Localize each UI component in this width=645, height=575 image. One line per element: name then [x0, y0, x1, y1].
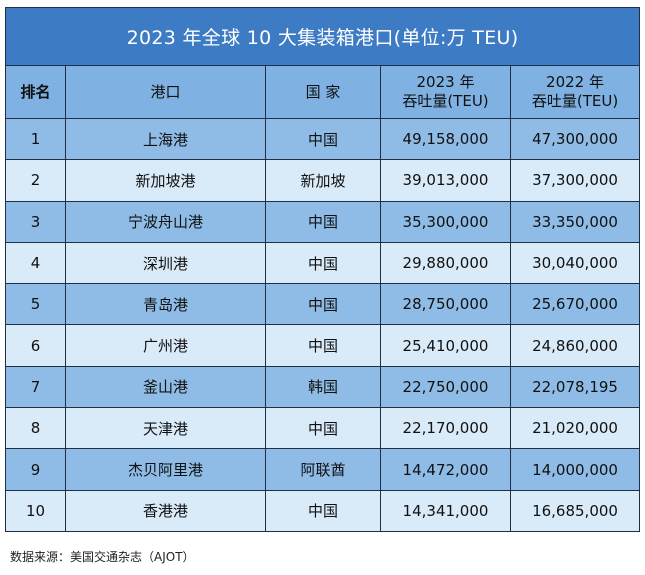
header-2022: 2022 年 吞吐量(TEU)	[509, 65, 641, 119]
cell-2023: 39,013,000	[380, 159, 511, 202]
cell-country: 韩国	[265, 365, 381, 409]
cell-2023: 22,750,000	[380, 365, 511, 409]
cell-country: 中国	[265, 200, 381, 243]
cell-2023: 25,410,000	[380, 324, 511, 367]
cell-port: 新加坡港	[65, 159, 266, 202]
cell-rank: 2	[5, 159, 66, 202]
cell-2023: 35,300,000	[380, 200, 511, 243]
cell-port: 广州港	[65, 324, 266, 367]
cell-port: 釜山港	[65, 365, 266, 409]
cell-2023: 14,472,000	[380, 448, 511, 491]
cell-port: 香港港	[65, 489, 266, 532]
cell-2023: 28,750,000	[380, 283, 511, 326]
cell-2022: 37,300,000	[509, 159, 641, 202]
header-2023-line2: 吞吐量(TEU)	[402, 92, 489, 110]
cell-country: 中国	[265, 241, 381, 285]
cell-port: 深圳港	[65, 241, 266, 285]
cell-2023: 29,880,000	[380, 241, 511, 285]
cell-2022: 16,685,000	[509, 489, 641, 532]
table-row: 1 上海港 中国 49,158,000 47,300,000	[5, 117, 641, 161]
ports-table-container: 2023 年全球 10 大集装箱港口(单位:万 TEU) 排名 港口 国 家 2…	[4, 7, 641, 532]
cell-rank: 8	[5, 407, 66, 450]
header-2023-line1: 2023 年	[416, 73, 475, 91]
cell-2022: 22,078,195	[509, 365, 641, 409]
cell-2023: 14,341,000	[380, 489, 511, 532]
cell-rank: 7	[5, 365, 66, 409]
cell-port: 青岛港	[65, 283, 266, 326]
cell-port: 宁波舟山港	[65, 200, 266, 243]
cell-rank: 10	[5, 489, 66, 532]
table-title: 2023 年全球 10 大集装箱港口(单位:万 TEU)	[4, 7, 641, 66]
cell-2022: 30,040,000	[509, 241, 641, 285]
cell-country: 中国	[265, 489, 381, 532]
table-row: 8 天津港 中国 22,170,000 21,020,000	[5, 407, 641, 450]
table-row: 4 深圳港 中国 29,880,000 30,040,000	[5, 241, 641, 285]
cell-country: 中国	[265, 324, 381, 367]
cell-rank: 3	[5, 200, 66, 243]
cell-rank: 5	[5, 283, 66, 326]
table-row: 7 釜山港 韩国 22,750,000 22,078,195	[5, 365, 641, 409]
header-row: 排名 港口 国 家 2023 年 吞吐量(TEU) 2022 年 吞吐量(TEU…	[5, 65, 641, 119]
cell-2022: 14,000,000	[509, 448, 641, 491]
cell-2022: 21,020,000	[509, 407, 641, 450]
table-row: 10 香港港 中国 14,341,000 16,685,000	[5, 489, 641, 532]
table-row: 3 宁波舟山港 中国 35,300,000 33,350,000	[5, 200, 641, 243]
table-body: 1 上海港 中国 49,158,000 47,300,000 2 新加坡港 新加坡 39,013…	[5, 117, 641, 532]
ports-table: 2023 年全球 10 大集装箱港口(单位:万 TEU) 排名 港口 国 家 2…	[4, 7, 641, 532]
header-rank: 排名	[5, 65, 66, 119]
cell-country: 新加坡	[265, 159, 381, 202]
cell-rank: 9	[5, 448, 66, 491]
cell-rank: 6	[5, 324, 66, 367]
cell-2022: 24,860,000	[509, 324, 641, 367]
cell-2022: 25,670,000	[509, 283, 641, 326]
table-row: 9 杰贝阿里港 阿联酋 14,472,000 14,000,000	[5, 448, 641, 491]
cell-2023: 49,158,000	[380, 117, 511, 161]
source-note: 数据来源：美国交通杂志（AJOT）	[10, 550, 195, 564]
table-row: 5 青岛港 中国 28,750,000 25,670,000	[5, 283, 641, 326]
cell-country: 阿联酋	[265, 448, 381, 491]
cell-2022: 47,300,000	[509, 117, 641, 161]
cell-2023: 22,170,000	[380, 407, 511, 450]
table-row: 6 广州港 中国 25,410,000 24,860,000	[5, 324, 641, 367]
cell-country: 中国	[265, 117, 381, 161]
cell-country: 中国	[265, 283, 381, 326]
cell-rank: 4	[5, 241, 66, 285]
header-2022-line2: 吞吐量(TEU)	[531, 92, 619, 110]
header-port: 港口	[65, 65, 266, 119]
cell-rank: 1	[5, 117, 66, 161]
cell-2022: 33,350,000	[509, 200, 641, 243]
cell-port: 上海港	[65, 117, 266, 161]
cell-port: 杰贝阿里港	[65, 448, 266, 491]
table-row: 2 新加坡港 新加坡 39,013,000 37,300,000	[5, 159, 641, 202]
header-2023: 2023 年 吞吐量(TEU)	[380, 65, 511, 119]
header-country: 国 家	[265, 65, 381, 119]
header-2022-line1: 2022 年	[546, 73, 604, 91]
cell-port: 天津港	[65, 407, 266, 450]
cell-country: 中国	[265, 407, 381, 450]
